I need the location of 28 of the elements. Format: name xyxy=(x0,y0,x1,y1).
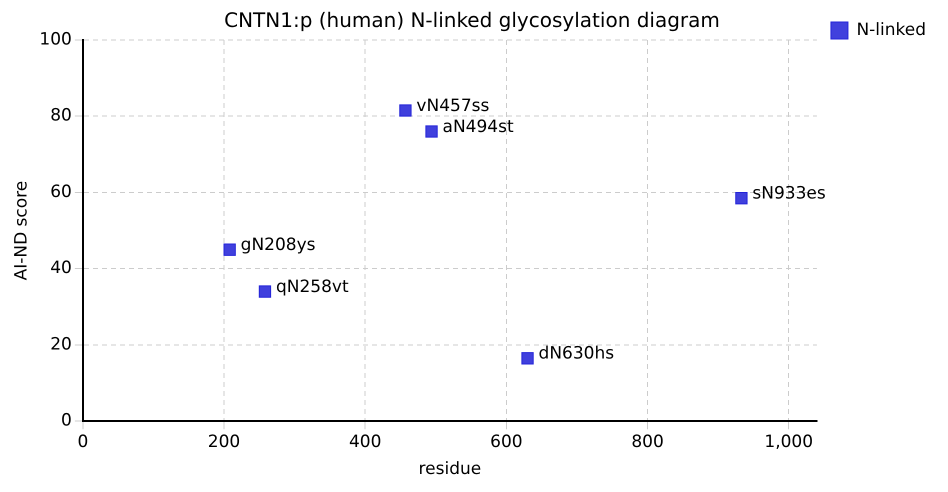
point xyxy=(735,192,748,204)
y-tick-label: 100 xyxy=(39,29,72,50)
annotation: qN258vt xyxy=(276,277,349,298)
y-tick-label: 20 xyxy=(50,334,72,354)
y-tick-label: 60 xyxy=(50,182,72,202)
point xyxy=(224,244,236,256)
chart-title: CNTN1:p (human) N-linked glycosylation diagram xyxy=(224,8,720,32)
point xyxy=(399,104,412,117)
point xyxy=(425,125,438,138)
x-tick-label: 1,000 xyxy=(764,432,814,452)
annotation: vN457ss xyxy=(416,96,490,116)
legend-label: N-linked xyxy=(856,20,926,40)
y-axis-title: AI-ND score xyxy=(12,180,32,280)
y-tick-label: 0 xyxy=(61,410,72,431)
point xyxy=(258,285,272,298)
x-tick-label: 800 xyxy=(631,432,664,452)
annotation: dN630hs xyxy=(538,344,614,364)
x-tick-label: 200 xyxy=(208,432,240,452)
point xyxy=(521,352,534,364)
x-tick-label: 600 xyxy=(490,432,523,452)
annotation: aN494st xyxy=(442,116,514,137)
x-axis-title: residue xyxy=(418,459,482,480)
y-tick-label: 80 xyxy=(50,106,72,126)
x-tick-label: 0 xyxy=(77,432,88,452)
x-tick-label: 400 xyxy=(348,432,382,452)
annotation: sN933es xyxy=(752,184,826,204)
annotation: gN208ys xyxy=(240,235,316,256)
y-tick-label: 40 xyxy=(50,258,72,278)
